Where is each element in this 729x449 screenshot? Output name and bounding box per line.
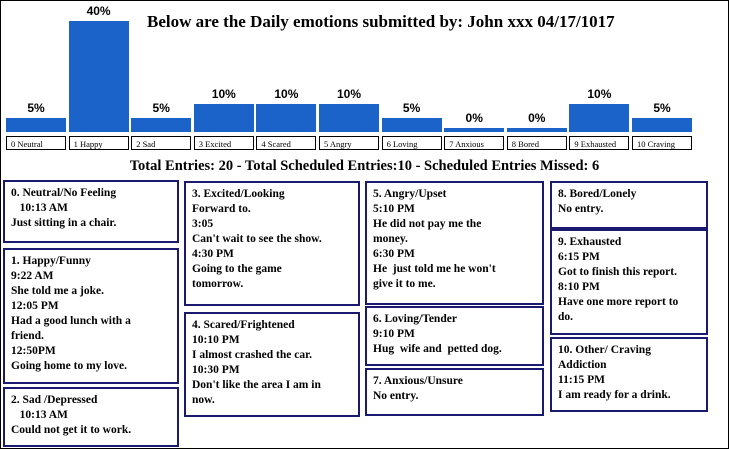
- entry-text: now.: [192, 394, 215, 406]
- category-label: 7 Anxious: [444, 136, 505, 150]
- emotion-heading: 5. Angry/Upset: [373, 188, 447, 200]
- entry-text: No entry.: [558, 203, 604, 215]
- category-label: 4 Scared: [256, 136, 317, 150]
- bar-8: [506, 128, 567, 132]
- entry-text: 12:05 PM: [11, 300, 59, 312]
- bar-0: [6, 118, 66, 132]
- category-label: 1 Happy: [68, 136, 129, 150]
- emotion-box-5: 5. Angry/Upset 5:10 PM He did not pay me t…: [365, 181, 544, 305]
- bar-value-label: 5%: [152, 101, 170, 116]
- category-label: 5 Angry: [319, 136, 379, 150]
- entry-text: Don't like the area I am in: [192, 379, 321, 391]
- bar-value-label: 5%: [653, 101, 671, 116]
- entry-text: 4:30 PM: [192, 248, 234, 260]
- emotion-box-0: 0. Neutral/No Feeling 10:13 AM Just sitti…: [3, 180, 179, 243]
- entry-text: Going home to my love.: [11, 360, 127, 372]
- emotion-heading: 10. Other/ Craving: [558, 344, 651, 356]
- entry-text: Addiction: [558, 359, 607, 371]
- bar-9: [569, 104, 630, 132]
- bar-value-label: 5%: [402, 101, 421, 116]
- entry-text: 10:10 PM: [192, 334, 240, 346]
- entry-text: 3:05: [192, 218, 214, 230]
- emotion-box-9: 9. Exhausted 6:15 PM Got to finish this re…: [550, 229, 708, 335]
- entry-text: Hug wife and petted dog.: [373, 343, 502, 355]
- bar-value-label: 10%: [211, 87, 236, 102]
- emotion-heading: 7. Anxious/Unsure: [373, 375, 463, 387]
- bar-6: [381, 118, 442, 132]
- bar-4: [256, 104, 317, 132]
- bar-value-label: 40%: [86, 4, 111, 18]
- entry-text: do.: [558, 311, 574, 323]
- emotion-heading: 3. Excited/Looking: [192, 188, 285, 200]
- entry-text: Going to the game: [192, 263, 282, 275]
- entry-text: 5:10 PM: [373, 203, 415, 215]
- entry-text: friend.: [11, 330, 44, 342]
- emotion-box-1: 1. Happy/Funny 9:22 AM She told me a joke.…: [3, 248, 179, 384]
- entry-text: Forward to.: [192, 203, 251, 215]
- entry-text: She told me a joke.: [11, 285, 104, 297]
- bar-value-label: 0%: [528, 111, 546, 125]
- emotion-heading: 1. Happy/Funny: [11, 255, 91, 267]
- emotion-heading: 8. Bored/Lonely: [558, 188, 637, 200]
- emotion-box-8: 8. Bored/Lonely No entry.: [550, 181, 708, 229]
- emotion-heading: 2. Sad /Depressed: [11, 394, 98, 406]
- entry-text: I am ready for a drink.: [558, 389, 671, 401]
- bar-10: [632, 118, 692, 132]
- category-label: 0 Neutral: [6, 136, 66, 150]
- entry-text: I almost crashed the car.: [192, 349, 312, 361]
- totals-summary: Total Entries: 20 - Total Scheduled Entr…: [129, 158, 600, 174]
- emotion-heading: 6. Loving/Tender: [373, 313, 457, 325]
- entry-text: Just sitting in a chair.: [11, 217, 117, 229]
- bar-1: [68, 21, 129, 132]
- entry-text: No entry.: [373, 390, 419, 402]
- emotion-heading: 4. Scared/Frightened: [192, 319, 295, 331]
- bar-value-label: 5%: [27, 101, 45, 116]
- entry-text: Got to finish this report.: [558, 266, 677, 278]
- bar-value-label: 0%: [465, 111, 483, 125]
- category-label: 10 Craving: [632, 136, 692, 150]
- entry-text: 12:50PM: [11, 345, 56, 357]
- category-label: 8 Bored: [506, 136, 567, 150]
- bar-value-label: 10%: [274, 87, 299, 102]
- bar-value-label: 10%: [587, 87, 612, 102]
- emotion-bar-chart: 5% 0 Neutral 40% 1 Happy 5% 2 Sad 10% 3 Excited…: [0, 0, 729, 160]
- emotion-box-2: 2. Sad /Depressed 10:13 AM Could not get …: [3, 387, 179, 447]
- entry-text: 8:10 PM: [558, 281, 600, 293]
- entry-text: Can't wait to see the show.: [192, 233, 322, 245]
- entry-text: 9:10 PM: [373, 328, 415, 340]
- entry-text: 10:13 AM: [11, 409, 68, 421]
- emotion-box-10: 10. Other/ Craving Addiction 11:15 PM I am …: [550, 337, 708, 412]
- entry-text: give it to me.: [373, 278, 436, 290]
- emotion-box-7: 7. Anxious/Unsure No entry.: [365, 368, 544, 416]
- emotion-heading: 0. Neutral/No Feeling: [11, 187, 117, 199]
- bar-5: [319, 104, 379, 132]
- entry-text: He did not pay me the: [373, 218, 482, 230]
- emotion-box-4: 4. Scared/Frightened 10:10 PM I almost cra…: [184, 312, 360, 417]
- bar-7: [444, 128, 505, 132]
- entry-text: Had a good lunch with a: [11, 315, 131, 327]
- page-title: Below are the Daily emotions submitted b…: [147, 12, 615, 31]
- emotion-box-6: 6. Loving/Tender 9:10 PM Hug wife and pett…: [365, 306, 544, 366]
- entry-text: Have one more report to: [558, 296, 679, 308]
- category-label: 9 Exhausted: [569, 136, 630, 150]
- category-label: 6 Loving: [381, 136, 442, 150]
- entry-text: 6:15 PM: [558, 251, 600, 263]
- category-label: 2 Sad: [131, 136, 192, 150]
- entry-text: 9:22 AM: [11, 270, 54, 282]
- category-label: 3 Excited: [193, 136, 254, 150]
- bar-2: [131, 118, 192, 132]
- bar-value-label: 10%: [336, 87, 362, 102]
- entry-text: tomorrow.: [192, 278, 244, 290]
- bar-3: [193, 104, 254, 132]
- emotion-box-3: 3. Excited/Looking Forward to. 3:05 Can't w…: [184, 181, 360, 306]
- entry-text: 6:30 PM: [373, 248, 415, 260]
- emotion-heading: 9. Exhausted: [558, 236, 622, 248]
- entry-text: Could not get it to work.: [11, 424, 132, 436]
- entry-text: 10:13 AM: [11, 202, 68, 214]
- entry-text: money.: [373, 233, 408, 245]
- entry-text: 11:15 PM: [558, 374, 605, 386]
- entry-text: 10:30 PM: [192, 364, 240, 376]
- entry-text: He just told me he won't: [373, 263, 496, 275]
